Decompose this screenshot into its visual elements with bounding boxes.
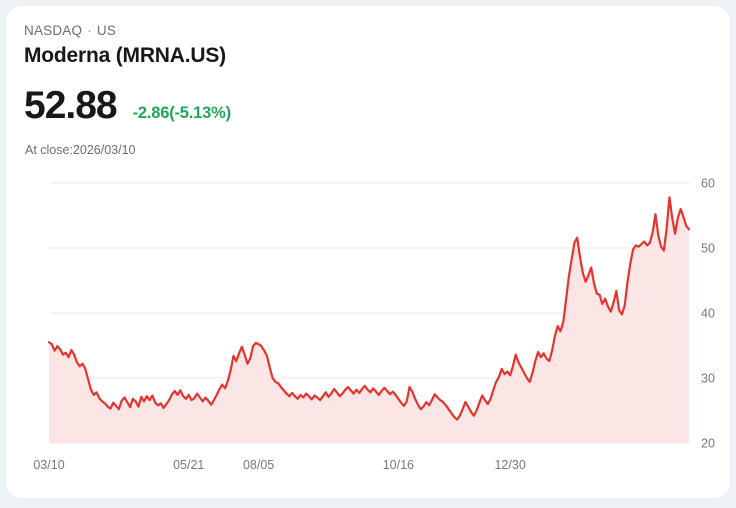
stock-quote-card: NASDAQ · US Moderna (MRNA.US) 52.88 -2.86(…: [6, 6, 730, 498]
current-price: 52.88: [24, 84, 118, 127]
x-axis-tick-label: 08/05: [243, 458, 274, 472]
page-title: Moderna (MRNA.US): [24, 44, 226, 68]
price-row: 52.88 -2.86(-5.13%): [24, 84, 231, 128]
x-axis-labels: 03/10 05/21 08/05 10/16 12/30: [33, 458, 525, 472]
price-change: -2.86(-5.13%): [132, 104, 231, 122]
y-axis-labels: 20 30 40 50 60: [701, 177, 715, 451]
exchange-label: NASDAQ: [24, 23, 83, 38]
chart-area-fill: [49, 197, 689, 443]
y-axis-tick-label: 30: [701, 372, 715, 386]
chart-line: [47, 196, 691, 421]
separator-dot: ·: [87, 23, 92, 39]
country-label: US: [96, 23, 117, 38]
x-axis-tick-label: 05/21: [173, 458, 204, 472]
at-close-label: At close:2026/03/10: [25, 143, 136, 157]
y-axis-tick-label: 20: [701, 437, 715, 451]
y-axis-tick-label: 40: [701, 307, 715, 321]
x-axis-tick-label: 12/30: [494, 458, 525, 472]
price-chart[interactable]: 20 30 40 50 60 03/10 05/21 08/05 10/16 12/30: [6, 166, 730, 476]
x-axis-tick-label: 10/16: [383, 458, 414, 472]
price-chart-svg[interactable]: 20 30 40 50 60 03/10 05/21 08/05 10/16 12/30: [6, 166, 730, 476]
quote-header: NASDAQ · US Moderna (MRNA.US): [24, 22, 624, 70]
x-axis-tick-label: 03/10: [33, 458, 64, 472]
y-axis-tick-label: 60: [701, 177, 715, 191]
y-axis-tick-label: 50: [701, 242, 715, 256]
exchange-row: NASDAQ · US: [24, 22, 624, 40]
